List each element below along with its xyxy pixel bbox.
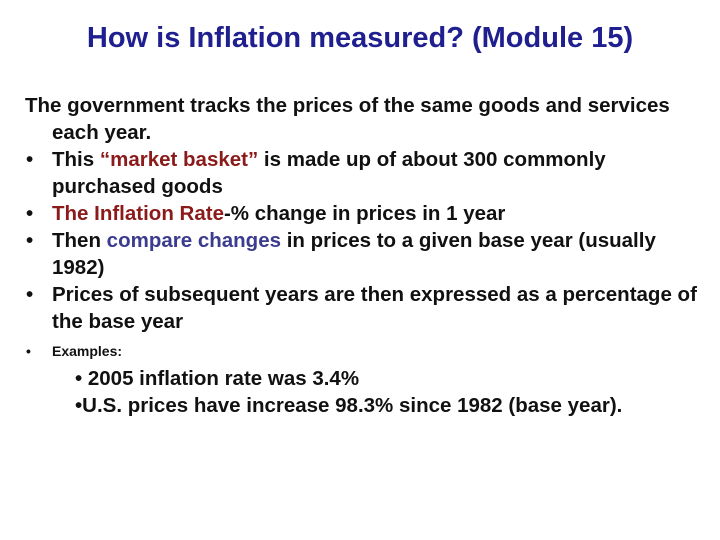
examples-list: • 2005 inflation rate was 3.4% •U.S. pri… xyxy=(25,365,705,419)
intro-text: The government tracks the prices of the … xyxy=(25,94,670,144)
bullet-text-post: is made up of about 300 commonly purchas… xyxy=(52,148,606,198)
bullet-list: • This “market basket” is made up of abo… xyxy=(25,146,705,361)
bullet-text: Prices of subsequent years are then expr… xyxy=(52,283,697,333)
bullet-text-pre: Then xyxy=(52,229,107,252)
bullet-highlight-compare-changes: compare changes xyxy=(106,229,281,252)
bullet-dot: • xyxy=(26,283,34,306)
example-item: •U.S. prices have increase 98.3% since 1… xyxy=(75,394,623,417)
examples-label: Examples: xyxy=(52,343,123,359)
example-item: • 2005 inflation rate was 3.4% xyxy=(75,367,360,390)
bullet-highlight-inflation-rate: The Inflation Rate xyxy=(52,202,224,225)
bullet-compare-changes: • Then compare changes in prices to a gi… xyxy=(25,227,705,281)
bullet-dot: • xyxy=(26,148,34,171)
bullet-subsequent-years: • Prices of subsequent years are then ex… xyxy=(25,281,705,335)
bullet-inflation-rate: • The Inflation Rate-% change in prices … xyxy=(25,200,705,227)
bullet-highlight-market-basket: “market basket” xyxy=(99,148,259,171)
bullet-market-basket: • This “market basket” is made up of abo… xyxy=(25,146,705,200)
bullet-examples: • Examples: xyxy=(25,341,705,361)
slide-body: The government tracks the prices of the … xyxy=(25,92,705,419)
slide-title: How is Inflation measured? (Module 15) xyxy=(86,22,634,54)
bullet-text-post: in prices to a given base year (usually … xyxy=(52,229,656,279)
bullet-dot: • xyxy=(26,343,31,359)
bullet-dot: • xyxy=(26,202,34,225)
bullet-text-pre: This xyxy=(52,148,100,171)
bullet-dot: • xyxy=(26,229,34,252)
bullet-text-post: -% change in prices in 1 year xyxy=(223,202,506,225)
